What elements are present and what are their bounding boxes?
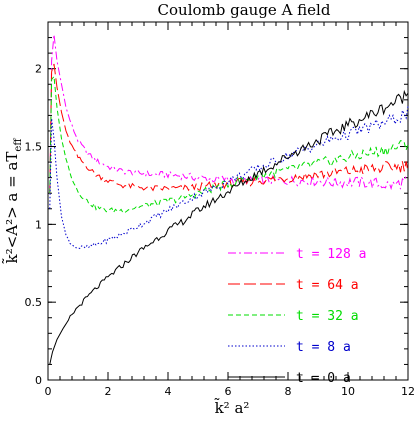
x-tick-label: 10 [341, 385, 355, 398]
y-tick-label: 0 [35, 374, 42, 387]
series-line [49, 63, 409, 194]
x-tick-label: 8 [285, 385, 292, 398]
y-tick-label: 2 [35, 63, 42, 76]
y-tick-label: 1 [35, 218, 42, 231]
y-tick-label: 0.5 [25, 296, 43, 309]
plot-frame [47, 21, 409, 381]
legend: t = 128 a t = 64 a t = 32 a t = 8 a t = 0 a [228, 247, 366, 386]
series-line [49, 106, 409, 250]
x-tick-label: 6 [225, 385, 232, 398]
series-line [49, 34, 409, 194]
legend-label: t = 64 a [296, 278, 359, 293]
chart-title: Coulomb gauge A field [158, 1, 331, 19]
legend-label: t = 8 a [296, 340, 351, 355]
series-lines [49, 34, 409, 365]
x-tick-label: 0 [45, 385, 52, 398]
y-axis-title-subscript: eff [13, 138, 24, 152]
x-tick-label: 4 [165, 385, 172, 398]
y-tick-label: 1.5 [25, 141, 43, 154]
legend-label: t = 0 a [296, 371, 351, 386]
axis-ticks: 0 2 4 6 8 10 12 0 0.5 1 1.5 2 [25, 21, 415, 398]
x-axis-title: k̃² a² [214, 398, 250, 417]
x-tick-label: 12 [401, 385, 415, 398]
legend-label: t = 32 a [296, 309, 359, 324]
y-axis-title: k̃²<A²> a = aTeff [2, 138, 24, 265]
legend-label: t = 128 a [296, 247, 366, 262]
series-line [49, 89, 409, 365]
y-axis-title-main: k̃²<A²> a = aT [2, 152, 21, 265]
x-tick-label: 2 [105, 385, 112, 398]
series-line [49, 75, 409, 214]
